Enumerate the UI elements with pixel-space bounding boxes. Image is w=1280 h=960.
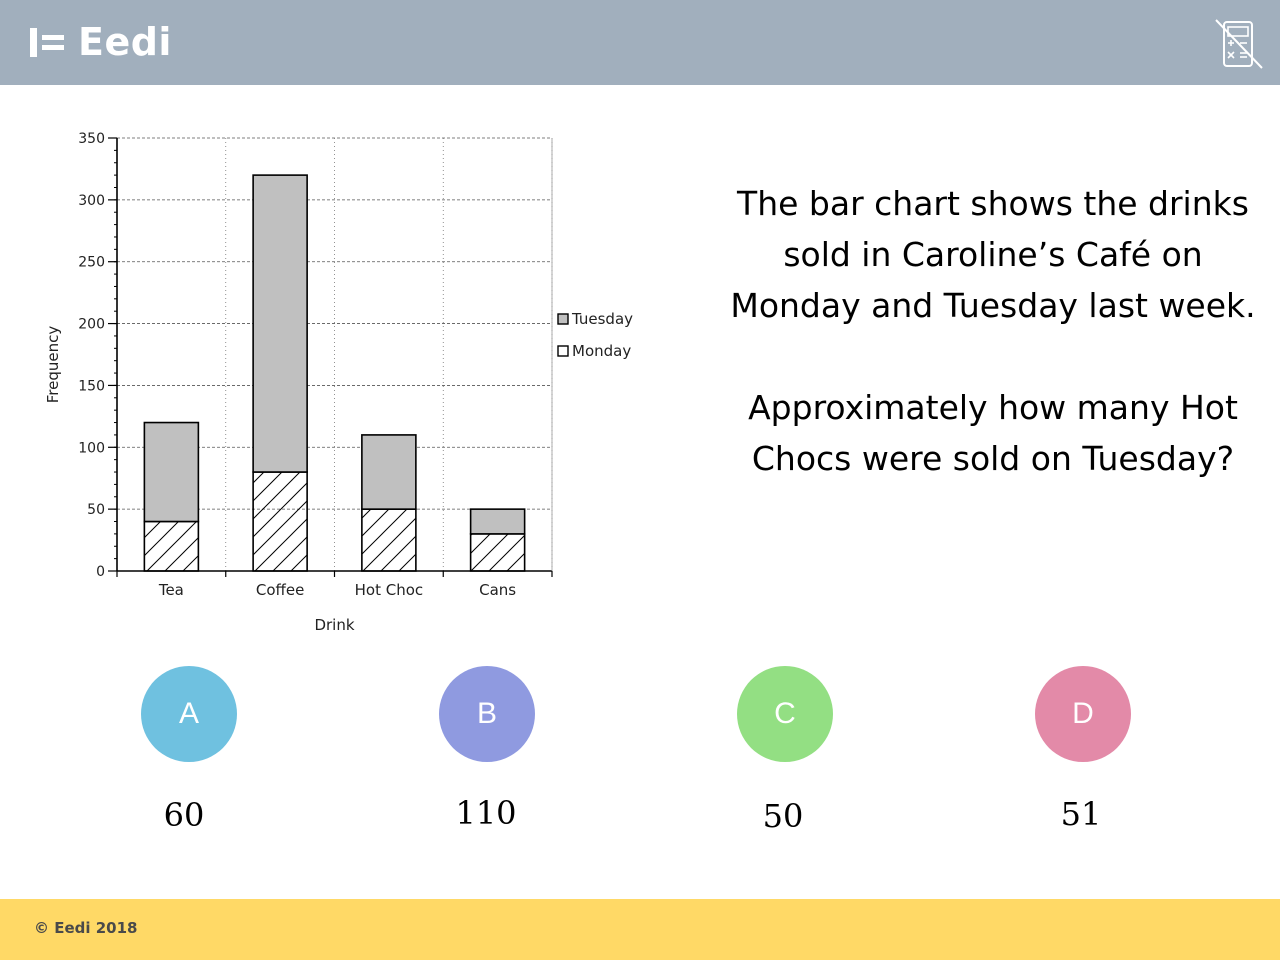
x-tick-label: Cans xyxy=(479,581,516,599)
eedi-logo-mark xyxy=(30,27,64,57)
bar-tuesday xyxy=(361,434,417,510)
bar-tuesday xyxy=(252,174,308,473)
y-tick-label: 100 xyxy=(78,440,105,456)
question-context: The bar chart shows the drinks sold in C… xyxy=(730,184,1256,325)
footer-bar: © Eedi 2018 xyxy=(0,899,1280,960)
legend-swatch-tuesday xyxy=(557,313,569,325)
y-tick-label: 350 xyxy=(78,131,105,147)
x-axis-label: Drink xyxy=(314,616,354,634)
option-d-answer: 51 xyxy=(1060,795,1102,833)
y-tick-label: 300 xyxy=(78,193,105,209)
y-tick-label: 0 xyxy=(96,564,105,580)
eedi-logo: Eedi xyxy=(30,20,172,64)
bar-chart: Tea Coffee Hot Choc Cans 0 50 100 150 200 250 300 3… xyxy=(40,120,650,640)
y-tick-label: 50 xyxy=(87,502,105,518)
x-tick-label: Hot Choc xyxy=(355,581,424,599)
option-b-answer: 110 xyxy=(455,794,517,832)
bar-monday xyxy=(361,508,417,572)
question-prompt: Approximately how many Hot Chocs were so… xyxy=(748,388,1238,478)
option-d-button[interactable]: D xyxy=(1035,666,1131,762)
bar-monday xyxy=(252,471,308,572)
legend-swatch-monday xyxy=(557,345,569,357)
option-a-letter: A xyxy=(178,697,199,730)
option-c-letter: C xyxy=(774,697,796,730)
bar-monday xyxy=(143,520,200,572)
copyright-text: © Eedi 2018 xyxy=(34,919,138,937)
option-b-letter: B xyxy=(476,697,497,730)
logo-text: Eedi xyxy=(78,20,172,64)
option-d-letter: D xyxy=(1072,697,1094,730)
option-b-button[interactable]: B xyxy=(439,666,535,762)
question-text: The bar chart shows the drinks sold in C… xyxy=(726,178,1260,484)
bar-monday xyxy=(469,533,526,572)
option-a-button[interactable]: A xyxy=(141,666,237,762)
y-axis-label: Frequency xyxy=(44,326,62,404)
y-tick-label: 200 xyxy=(78,317,105,333)
legend-label-tuesday: Tuesday xyxy=(571,310,633,328)
x-tick-label: Coffee xyxy=(256,581,304,599)
option-c-button[interactable]: C xyxy=(737,666,833,762)
bar-chart-svg: Tea Coffee Hot Choc Cans 0 50 100 150 200 250 300 3… xyxy=(44,131,633,634)
option-a-answer: 60 xyxy=(163,796,205,834)
header-bar: Eedi xyxy=(0,0,1280,85)
y-tick-label: 150 xyxy=(78,378,105,394)
y-tick-label: 250 xyxy=(78,255,105,271)
bar-tuesday xyxy=(143,421,200,523)
bar-tuesday xyxy=(469,508,526,535)
legend-label-monday: Monday xyxy=(572,342,631,360)
no-calculator-icon xyxy=(1215,19,1263,69)
option-c-answer: 50 xyxy=(762,797,804,835)
x-tick-label: Tea xyxy=(158,581,184,599)
